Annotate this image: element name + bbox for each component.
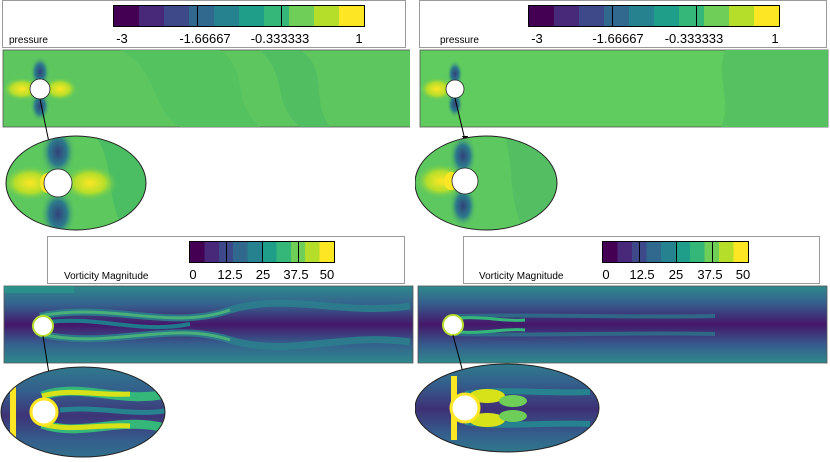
- colorbar-divider: [280, 6, 282, 26]
- vorticity-tick: 25: [255, 267, 271, 282]
- pressure-colorbar: [113, 5, 365, 27]
- cylinder: [442, 314, 464, 336]
- vorticity-field-plot: [415, 285, 828, 453]
- vorticity-tick: 12.5: [629, 267, 655, 282]
- vorticity-tick: 25: [668, 267, 684, 282]
- pressure-colorbar: [528, 5, 780, 27]
- cylinder: [445, 79, 465, 99]
- channel-domain: [417, 285, 828, 364]
- colorbar-divider: [262, 242, 263, 262]
- pressure-panel-right: pressure -3 -1.66667 -0.333333 1: [415, 0, 830, 235]
- zoom-arrow: [454, 97, 466, 141]
- vorticity-legend: Vorticity Magnitude 0 12.5 25 37.5 50: [47, 236, 405, 284]
- pressure-tick: 1: [355, 31, 363, 46]
- pressure-field-plot: [2, 49, 410, 231]
- vorticity-tick: 50: [735, 267, 751, 282]
- colorbar-divider: [711, 242, 713, 262]
- zoom-inset: [415, 364, 599, 452]
- colorbar-divider: [612, 6, 614, 26]
- vorticity-colorbar: [189, 241, 335, 263]
- vorticity-legend: Vorticity Magnitude 0 12.5 25 37.5 50: [463, 236, 820, 284]
- vorticity-tick: 50: [319, 267, 335, 282]
- vorticity-variable-label: Vorticity Magnitude: [479, 271, 564, 282]
- zoom-inset: [1, 367, 165, 457]
- colorbar-divider: [695, 6, 697, 26]
- vorticity-tick: 37.5: [697, 267, 723, 282]
- vorticity-field-plot: [0, 285, 414, 458]
- colorbar-divider: [197, 6, 199, 26]
- colorbar-divider: [675, 242, 677, 262]
- pressure-tick: -0.333333: [250, 31, 310, 46]
- cylinder: [29, 397, 59, 427]
- pressure-tick: 1: [771, 31, 779, 46]
- pressure-field-plot: [415, 49, 829, 231]
- pressure-variable-label: pressure: [9, 35, 48, 46]
- pressure-tick: -1.66667: [592, 31, 644, 46]
- pressure-legend: pressure -3 -1.66667 -0.333333 1: [2, 0, 406, 48]
- pressure-panel-left: pressure -3 -1.66667 -0.333333 1: [0, 0, 410, 235]
- cylinder: [449, 392, 481, 424]
- vorticity-colorbar: [602, 241, 749, 263]
- vorticity-tick: 0: [189, 267, 197, 282]
- vorticity-panel-right: Vorticity Magnitude 0 12.5 25 37.5 50: [415, 236, 830, 462]
- colorbar-divider: [639, 242, 641, 262]
- vorticity-panel-left: Vorticity Magnitude 0 12.5 25 37.5 50: [0, 236, 415, 462]
- channel-domain: [3, 285, 414, 364]
- zoom-inset: [6, 136, 146, 230]
- cylinder: [32, 315, 54, 337]
- cylinder: [451, 167, 479, 195]
- vorticity-variable-label: Vorticity Magnitude: [64, 271, 149, 282]
- pressure-variable-label: pressure: [440, 35, 479, 46]
- pressure-tick: -1.66667: [179, 31, 231, 46]
- pressure-tick: -3: [531, 31, 543, 46]
- cylinder: [29, 78, 51, 100]
- colorbar-divider: [298, 242, 299, 262]
- vorticity-tick: 37.5: [283, 267, 309, 282]
- pressure-tick: -0.333333: [664, 31, 724, 46]
- pressure-tick: -3: [116, 31, 128, 46]
- cylinder: [43, 168, 73, 198]
- pressure-legend: pressure -3 -1.66667 -0.333333 1: [419, 0, 827, 48]
- vorticity-tick: 0: [602, 267, 610, 282]
- colorbar-divider: [226, 242, 227, 262]
- vorticity-tick: 12.5: [217, 267, 243, 282]
- zoom-inset: [415, 136, 557, 230]
